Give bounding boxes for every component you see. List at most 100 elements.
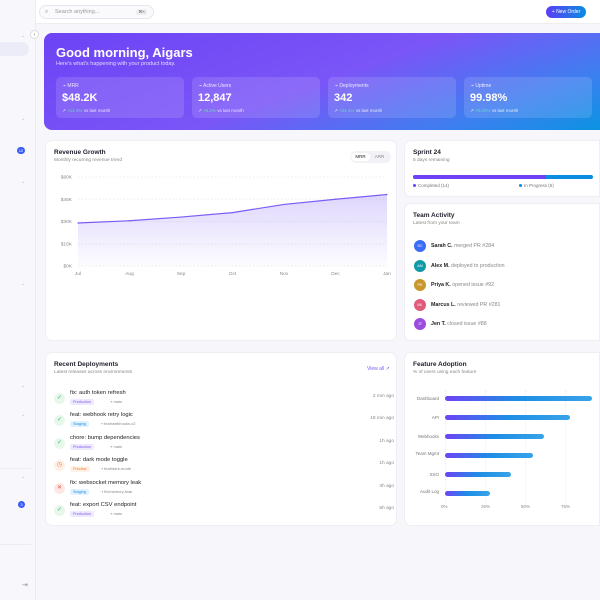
check-circle-icon: ✓ — [54, 393, 65, 404]
stat-value: 99.98% — [470, 92, 508, 104]
activity-item[interactable]: JT Jen T. closed issue #88 — [414, 318, 487, 331]
deployment-time: 18 min ago — [370, 416, 394, 422]
logout-icon[interactable]: ⇥ — [22, 582, 28, 589]
adoption-bar — [445, 453, 533, 458]
stat-change: ↗ +0.02% vs last month — [470, 108, 519, 113]
environment-badge: Production — [70, 399, 95, 405]
card-title: Revenue Growth — [54, 149, 106, 156]
x-tick-label: 0% — [441, 504, 448, 509]
area-fill — [78, 194, 387, 266]
deployment-row[interactable]: ✓ chore: bump dependencies Production ⇢ … — [54, 435, 394, 455]
sprint-progress-bar — [413, 175, 593, 179]
user-name: Marcus L. — [431, 301, 456, 308]
users-icon: ⌁ — [199, 83, 204, 89]
new-order-button[interactable]: + New Order — [546, 6, 586, 18]
bar-label: Team Mgmt — [415, 450, 439, 456]
environment-badge: Staging — [70, 421, 89, 428]
stat-card: ⌁ Active Users 12,847 ↗ +8.2% vs last mo… — [192, 77, 320, 118]
activity-item[interactable]: PK Priya K. opened issue #92 — [414, 279, 495, 292]
environment-badge: Preview — [70, 466, 90, 473]
stat-card: ⌁ Deployments 342 ↗ +24.1% vs last month — [328, 77, 456, 118]
collapse-sidebar-button[interactable]: ‹ — [30, 30, 39, 39]
gridline — [445, 390, 446, 502]
chevron-down-icon[interactable]: ⌄ — [21, 412, 26, 418]
adoption-bar — [445, 415, 570, 420]
stat-label: ⌁ Active Users — [199, 83, 232, 89]
branch: ⇢ main — [109, 399, 123, 404]
mrr-arr-toggle[interactable]: MRR ARR — [350, 151, 391, 163]
stat-value: 12,847 — [198, 92, 232, 104]
chevron-down-icon[interactable]: ⌄ — [21, 383, 26, 389]
revenue-card: Revenue Growth Monthly recurring revenue… — [45, 140, 397, 341]
data-point — [231, 212, 234, 214]
x-tick-label: 75% — [561, 504, 571, 509]
deployment-time: 3h ago — [379, 483, 394, 489]
check-circle-icon: ✓ — [54, 505, 65, 516]
activity-text: merged PR #284 — [453, 243, 495, 249]
card-title: Team Activity — [413, 212, 455, 219]
greeting: Good morning, Aigars — [56, 45, 193, 60]
team-activity-card: Team Activity Latest from your team SC Sa… — [404, 203, 600, 341]
sidebar-item-active[interactable] — [0, 42, 29, 56]
activity-item[interactable]: ML Marcus L. reviewed PR #281 — [414, 298, 501, 311]
deployment-title: feat: export CSV endpoint — [70, 502, 137, 508]
toggle-mrr[interactable]: MRR — [351, 153, 370, 161]
x-tick-label: Jul — [75, 271, 81, 277]
plus-icon: + — [551, 9, 557, 15]
activity-text: opened issue #92 — [452, 282, 495, 289]
stat-change: ↗ +12.4% vs last month — [62, 108, 111, 113]
chevron-down-icon[interactable]: ⌄ — [21, 474, 26, 480]
deployment-row[interactable]: ◷ feat: dark mode toggle Preview ⇢ feat/… — [54, 457, 394, 477]
new-order-label: New Order — [556, 9, 581, 15]
branch: ⇢ feat/webhooks-v2 — [99, 421, 136, 427]
card-subtitle: Latest from your team — [413, 221, 460, 226]
chevron-down-icon[interactable]: ⌄ — [21, 116, 26, 122]
deployment-row[interactable]: ✓ feat: webhook retry logic Staging ⇢ fe… — [54, 412, 394, 432]
search-icon: ⌕ — [45, 9, 49, 15]
chevron-down-icon[interactable]: ⌄ — [21, 179, 26, 185]
x-tick-label: Sep — [177, 271, 186, 277]
deployment-row[interactable]: ✓ fix: auth token refresh Production ⇢ m… — [54, 390, 394, 410]
branch: ⇢ fix/memory-leak — [99, 488, 133, 494]
deployment-row[interactable]: ✕ fix: websocket memory leak Staging ⇢ f… — [54, 480, 394, 500]
data-point — [180, 216, 182, 218]
user-name: Sarah C. — [431, 243, 453, 249]
x-tick-label: 50% — [521, 504, 531, 509]
stat-value: 342 — [334, 92, 353, 104]
deployment-title: fix: auth token refresh — [70, 390, 126, 396]
activity-item[interactable]: AM Alex M. deployed to production — [414, 259, 505, 272]
card-title: Recent Deployments — [54, 361, 119, 368]
activity-item[interactable]: SC Sarah C. merged PR #284 — [414, 240, 494, 252]
deployment-time: 1h ago — [379, 461, 394, 467]
rocket-icon: ⌁ — [335, 83, 340, 89]
chevron-down-icon[interactable]: ⌄ — [21, 281, 26, 287]
chevron-down-icon[interactable]: ⌄ — [21, 33, 26, 39]
environment-badge: Production — [70, 443, 95, 450]
stat-value: $48.2K — [62, 92, 98, 104]
stat-label: ⌁ Uptime — [471, 83, 492, 89]
x-tick-label: Nov — [280, 271, 289, 277]
search-input[interactable]: ⌕ Search anything... ⌘K — [39, 5, 154, 19]
x-tick-label: Dec — [331, 271, 340, 277]
legend-completed: Completed (14) — [413, 183, 449, 188]
deployment-time: 5h ago — [379, 506, 394, 511]
x-tick-label: 25% — [481, 504, 491, 509]
avatar: ML — [414, 298, 426, 311]
revenue-chart: $0K $15K $30K $45K $60K Jul Aug Sep Oct Nov Dec Jan — [61, 175, 391, 278]
bar-label: SSO — [429, 472, 439, 477]
activity-text: reviewed PR #281 — [457, 301, 501, 308]
search-placeholder: Search anything... — [55, 9, 100, 15]
toggle-arr[interactable]: ARR — [374, 154, 385, 159]
activity-icon: ⌁ — [63, 83, 68, 89]
stat-change: ↗ +8.2% vs last month — [198, 108, 244, 113]
view-all-link[interactable]: View all ↗ — [367, 366, 390, 372]
card-subtitle: Latest releases across environments — [54, 370, 133, 375]
branch: ⇢ main — [109, 443, 123, 449]
sidebar: ⌄ ⌄ 12 ⌄ ⌄ ⌄ ⌄ ⌄ 3 ⇥ — [0, 0, 36, 600]
user-name: Alex M. — [431, 262, 450, 269]
environment-badge: Staging — [70, 488, 89, 495]
deployment-row[interactable]: ✓ feat: export CSV endpoint Production ⇢… — [54, 502, 394, 522]
divider — [0, 544, 31, 545]
stat-card: ⌁ Uptime 99.98% ↗ +0.02% vs last month — [464, 77, 592, 118]
branch: ⇢ main — [109, 511, 123, 516]
